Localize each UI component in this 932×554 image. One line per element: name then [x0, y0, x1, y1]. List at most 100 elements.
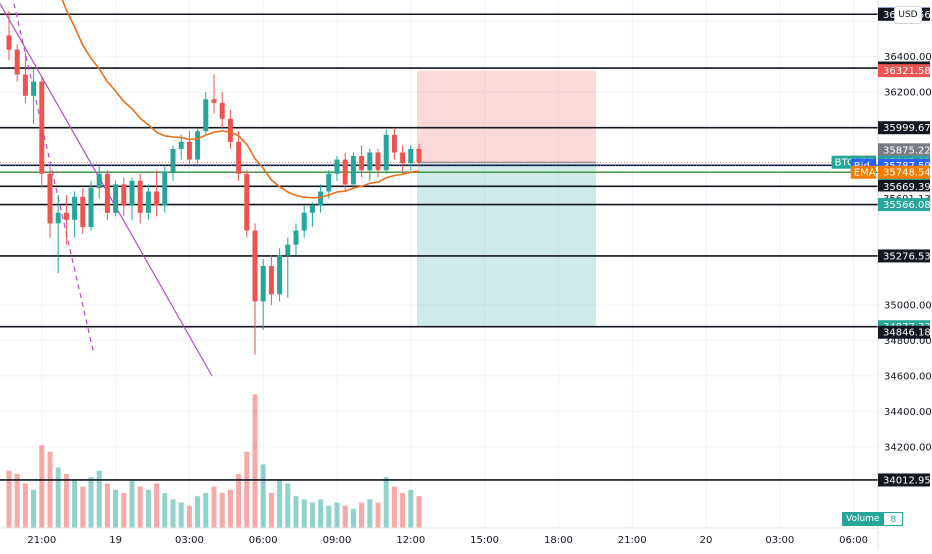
volume-legend[interactable]: Volume 8	[842, 512, 904, 526]
price-tick-3: 35000.00	[884, 300, 932, 311]
volume-bar-19	[162, 493, 168, 528]
volume-bar-3	[31, 489, 37, 528]
volume-bar-10	[88, 477, 94, 528]
price-label-15	[878, 325, 930, 339]
candle-body-25	[211, 99, 217, 103]
time-label-1: 19	[109, 535, 122, 546]
price-label-text-12: 35566.08	[883, 200, 931, 211]
volume-bar-21	[178, 502, 184, 528]
price-label-5	[878, 143, 930, 157]
candle-body-37	[309, 205, 315, 213]
volume-bar-27	[227, 489, 233, 528]
volume-bar-40	[334, 502, 340, 528]
volume-bar-26	[219, 493, 225, 528]
candle-body-7	[63, 212, 69, 220]
take-profit-zone	[417, 162, 596, 327]
volume-bar-33	[277, 480, 283, 528]
volume-bar-50	[416, 496, 422, 528]
price-tick-2: 36200.00	[884, 88, 932, 99]
candle-body-0	[6, 35, 12, 50]
volume-bar-34	[285, 483, 291, 528]
candle-body-31	[260, 265, 266, 302]
volume-bar-9	[80, 486, 86, 528]
stop-loss-zone	[417, 70, 596, 163]
volume-bar-32	[268, 493, 274, 528]
volume-bar-20	[170, 499, 176, 528]
candle-body-17	[145, 191, 151, 213]
price-tick-5: 34600.00	[884, 371, 932, 382]
candle-body-44	[367, 152, 373, 171]
candle-body-36	[301, 212, 307, 231]
volume-bar-1	[14, 473, 20, 528]
price-tick-6: 34400.00	[884, 407, 932, 418]
time-label-4: 09:00	[323, 535, 352, 546]
candle-body-20	[170, 148, 176, 172]
volume-bar-17	[145, 489, 151, 528]
volume-bar-30	[252, 394, 258, 528]
volume-bar-16	[137, 486, 143, 528]
candle-body-40	[334, 159, 340, 174]
candle-body-21	[178, 141, 184, 149]
price-label-text-3: 36321.58	[883, 66, 931, 77]
time-label-9: 20	[700, 535, 713, 546]
price-tag-text-9: EMA	[854, 168, 876, 179]
volume-bar-22	[186, 505, 192, 528]
price-label-text-9: 35748.54	[883, 168, 931, 179]
candle-body-49	[408, 148, 414, 164]
price-label-12	[878, 198, 930, 212]
price-label-13	[878, 249, 930, 263]
volume-bar-24	[203, 493, 209, 528]
candle-body-27	[227, 118, 233, 142]
currency-badge[interactable]: USD	[894, 6, 922, 24]
price-tick-1: 36400.00	[884, 52, 932, 63]
candle-body-26	[219, 102, 225, 119]
candle-body-9	[80, 196, 86, 227]
volume-bar-8	[72, 480, 78, 528]
price-tick-4: 34800.00	[884, 336, 932, 347]
candle-body-47	[391, 134, 397, 153]
volume-value: 8	[883, 512, 904, 526]
volume-bar-5	[47, 451, 53, 528]
time-label-0: 21:00	[27, 535, 56, 546]
volume-bar-6	[55, 467, 61, 528]
candle-body-6	[55, 212, 61, 224]
price-label-text-10: 35669.39	[883, 182, 931, 193]
time-label-10: 03:00	[765, 535, 794, 546]
volume-label: Volume	[842, 512, 884, 526]
candle-body-23	[195, 131, 201, 160]
ema-line	[61, 0, 420, 199]
price-label-text-5: 35875.22	[883, 145, 931, 156]
time-label-7: 18:00	[544, 535, 573, 546]
volume-bar-18	[154, 483, 160, 528]
volume-bar-45	[375, 502, 381, 528]
candle-body-3	[31, 81, 37, 96]
currency-label: USD	[898, 10, 918, 20]
volume-bar-47	[391, 486, 397, 528]
time-label-3: 06:00	[249, 535, 278, 546]
volume-bar-38	[318, 499, 324, 528]
volume-bar-29	[244, 451, 250, 528]
candle-body-35	[293, 230, 299, 245]
volume-bar-39	[326, 505, 332, 528]
candle-body-11	[96, 173, 102, 188]
time-label-11: 06:00	[839, 535, 868, 546]
volume-bar-11	[96, 470, 102, 528]
volume-bar-7	[63, 473, 69, 528]
price-axis-bg	[878, 0, 932, 550]
candle-body-29	[244, 173, 250, 231]
candle-body-4	[39, 81, 45, 174]
volume-bar-36	[301, 499, 307, 528]
price-label-text-16: 34012.95	[883, 475, 931, 486]
price-label-text-4: 35999.67	[883, 123, 931, 134]
candle-body-38	[318, 191, 324, 206]
price-label-9	[878, 165, 930, 179]
time-label-8: 21:00	[618, 535, 647, 546]
candle-body-10	[88, 187, 94, 227]
candle-body-39	[326, 173, 332, 192]
candle-body-13	[113, 184, 119, 213]
candle-body-22	[186, 141, 192, 160]
price-label-4	[878, 121, 930, 135]
